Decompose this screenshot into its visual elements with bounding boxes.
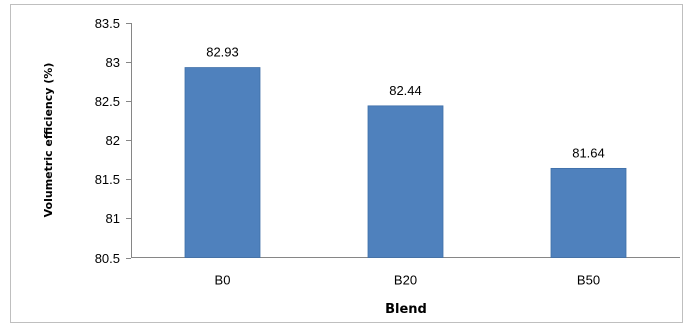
data-label-b0: 82.93 bbox=[206, 45, 239, 60]
x-axis-title: Blend bbox=[385, 302, 427, 317]
y-ticks: 80.5 81 81.5 82 82.5 83 83.5 bbox=[95, 16, 131, 266]
x-ticks: B0 B20 B50 bbox=[215, 273, 601, 288]
bar-b20 bbox=[367, 105, 444, 258]
chart-border bbox=[10, 4, 683, 323]
y-tick-label: 81.5 bbox=[95, 172, 120, 187]
data-labels: 82.93 82.44 81.64 bbox=[206, 45, 605, 161]
y-tick-label: 82.5 bbox=[95, 94, 120, 109]
data-label-b20: 82.44 bbox=[389, 83, 422, 98]
y-tick-label: 83 bbox=[106, 55, 120, 70]
bars bbox=[184, 67, 627, 258]
x-tick-label-b50: B50 bbox=[577, 273, 600, 288]
y-tick-label: 82 bbox=[106, 133, 120, 148]
x-tick-label-b20: B20 bbox=[394, 273, 417, 288]
x-tick-label-b0: B0 bbox=[215, 273, 231, 288]
bar-b50 bbox=[550, 167, 627, 258]
y-tick-label: 81 bbox=[106, 211, 120, 226]
bar-b0 bbox=[184, 67, 261, 258]
y-tick-label: 83.5 bbox=[95, 16, 120, 31]
y-tick-label: 80.5 bbox=[95, 251, 120, 266]
data-label-b50: 81.64 bbox=[572, 145, 605, 160]
y-axis-title: Volumetric efficiency (%) bbox=[42, 63, 55, 218]
